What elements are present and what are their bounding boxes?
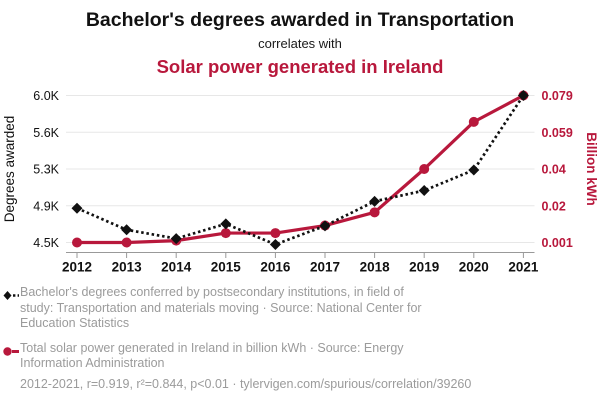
solar-data-point bbox=[468, 116, 479, 127]
left-axis-tick-label: 4.9K bbox=[33, 199, 59, 213]
left-axis-tick-label: 6.0K bbox=[33, 89, 59, 103]
x-axis-tick-label: 2016 bbox=[260, 260, 291, 275]
left-axis-title: Degrees awarded bbox=[2, 116, 17, 223]
solar-data-point bbox=[419, 164, 430, 174]
legend-item-solar: Total solar power generated in Ireland i… bbox=[3, 341, 578, 372]
chart-header: Bachelor's degrees awarded in Transporta… bbox=[0, 0, 600, 77]
degrees-data-point bbox=[269, 238, 281, 250]
diamond-marker-icon bbox=[3, 291, 12, 300]
x-axis-tick-label: 2017 bbox=[310, 260, 340, 275]
circle-marker-icon bbox=[3, 346, 12, 356]
right-axis-tick-label: 0.04 bbox=[542, 163, 566, 177]
right-axis-title: Billion kWh bbox=[584, 132, 599, 206]
degrees-data-point bbox=[468, 164, 480, 176]
left-axis-tick-label: 5.6K bbox=[33, 126, 59, 140]
degrees-data-point bbox=[121, 224, 133, 236]
legend-item-degrees: Bachelor's degrees conferred by postseco… bbox=[3, 285, 578, 332]
chart-title: Bachelor's degrees awarded in Transporta… bbox=[85, 9, 515, 31]
x-axis-tick-label: 2020 bbox=[459, 260, 489, 275]
left-axis-tick-label: 4.5K bbox=[33, 236, 59, 250]
footer-stats: 2012-2021, r=0.919, r²=0.844, p<0.01 · t… bbox=[20, 376, 472, 391]
x-axis-tick-label: 2013 bbox=[112, 260, 143, 275]
chart-subtitle: Solar power generated in Ireland bbox=[156, 56, 444, 77]
solar-data-point bbox=[121, 237, 132, 248]
degrees-data-point bbox=[170, 233, 182, 245]
x-axis-tick-label: 2015 bbox=[211, 260, 242, 275]
correlates-with-label: correlates with bbox=[258, 36, 342, 51]
right-axis-tick-label: 0.079 bbox=[542, 89, 573, 103]
correlation-line-chart: 4.5K 4.9K 5.3K 5.6K 6.0K 0.001 0.02 0.04 0.059 0.… bbox=[2, 89, 599, 275]
right-axis-tick-label: 0.059 bbox=[542, 126, 573, 140]
right-axis-tick-label: 0.02 bbox=[542, 199, 566, 213]
degrees-data-point bbox=[418, 185, 430, 197]
legend: Bachelor's degrees conferred by postseco… bbox=[3, 285, 578, 392]
degrees-data-point bbox=[319, 220, 331, 232]
solar-data-point bbox=[72, 237, 82, 248]
x-axis-tick-label: 2014 bbox=[161, 260, 192, 275]
x-axis-tick-label: 2012 bbox=[62, 260, 92, 275]
x-axis-tick-label: 2018 bbox=[360, 260, 391, 275]
degrees-series-line bbox=[76, 94, 525, 246]
legend-text-degrees: Bachelor's degrees conferred by postseco… bbox=[20, 285, 422, 330]
solar-data-point bbox=[220, 228, 231, 239]
right-axis-tick-label: 0.001 bbox=[542, 236, 573, 250]
degrees-data-point bbox=[369, 195, 381, 207]
red-circle-solid-legend-icon bbox=[3, 344, 19, 362]
legend-text-solar: Total solar power generated in Ireland i… bbox=[20, 340, 404, 371]
solar-series-line bbox=[77, 94, 525, 245]
degrees-data-point bbox=[220, 218, 232, 230]
black-diamond-dotted-legend-icon bbox=[3, 288, 19, 306]
solar-data-point bbox=[270, 228, 281, 239]
solar-data-point bbox=[369, 207, 380, 218]
left-axis-tick-label: 5.3K bbox=[33, 163, 59, 177]
degrees-data-point bbox=[71, 202, 83, 214]
x-axis-tick-label: 2021 bbox=[508, 260, 539, 275]
degrees-data-point bbox=[517, 90, 529, 101]
x-axis-tick-label: 2019 bbox=[409, 260, 439, 275]
